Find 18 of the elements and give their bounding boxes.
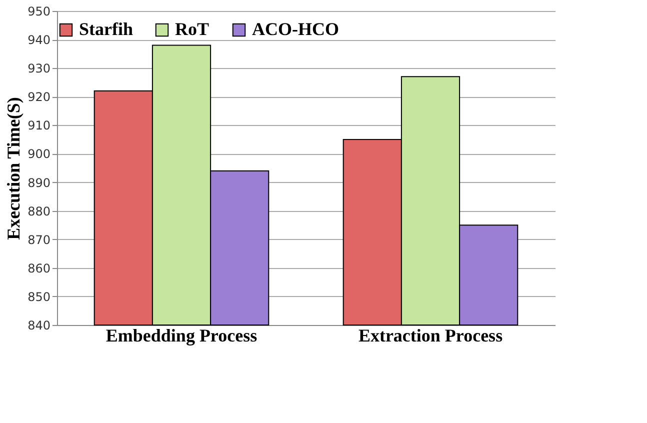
y-tick-label: 950 (28, 4, 50, 18)
y-axis-title: Execution Time(S) (4, 97, 24, 240)
y-tick-label: 860 (28, 261, 50, 276)
x-tick-label: Extraction Process (358, 326, 503, 346)
y-tick-label: 870 (28, 232, 50, 247)
y-tick-label: 850 (28, 290, 50, 304)
legend-label: RoT (175, 19, 210, 39)
legend-label: ACO-HCO (252, 19, 339, 39)
y-tick-label: 900 (28, 147, 50, 162)
y-tick-label: 840 (28, 318, 50, 332)
y-tick-label: 920 (28, 90, 50, 104)
y-tick-label: 940 (28, 33, 50, 48)
x-tick-label: Embedding Process (106, 326, 258, 346)
y-tick-label: 910 (28, 118, 50, 133)
legend-label: Starfih (79, 19, 133, 39)
y-tick-label: 890 (28, 176, 50, 190)
y-tick-label: 930 (28, 62, 50, 76)
y-tick-label: 880 (28, 204, 50, 218)
